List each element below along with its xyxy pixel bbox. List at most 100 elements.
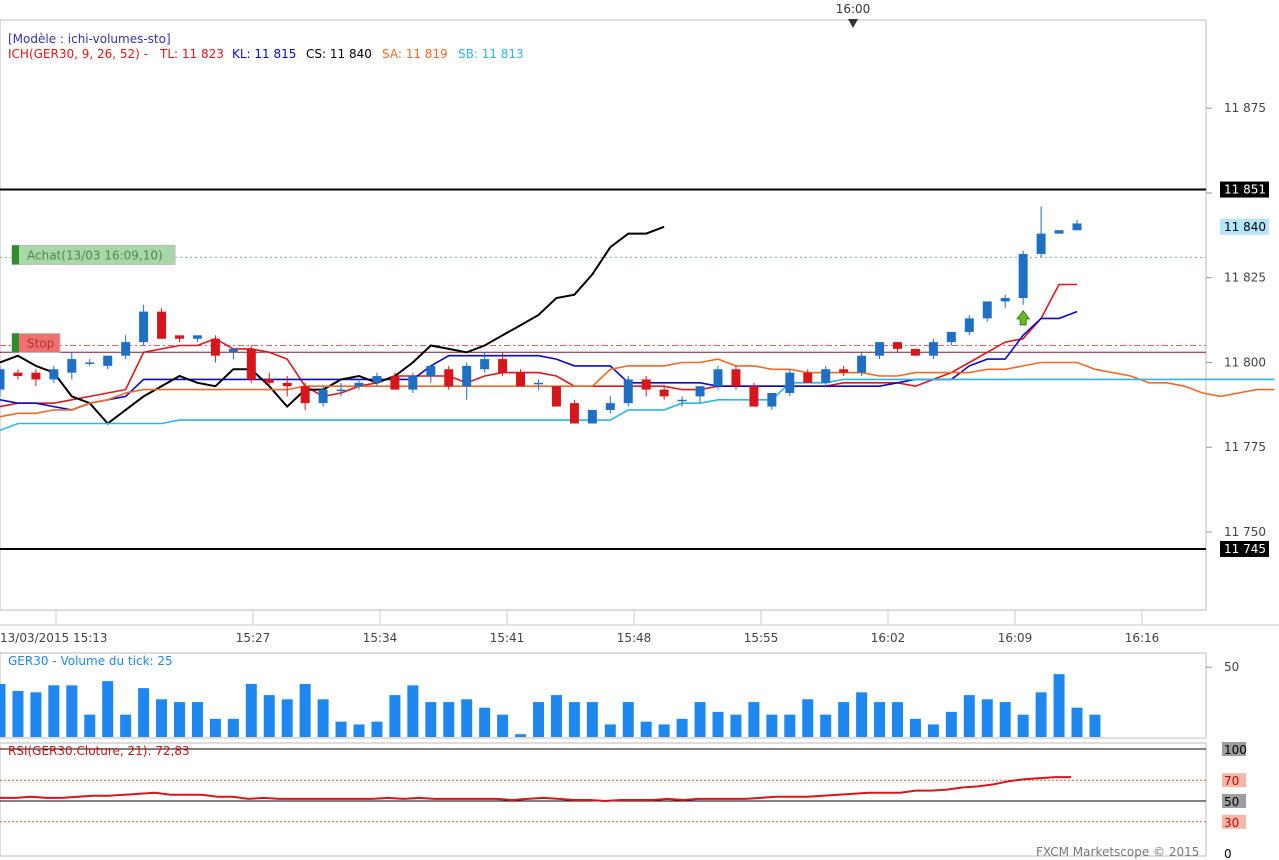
volume-bar (568, 702, 580, 737)
candle-body[interactable] (408, 376, 418, 390)
candle-body[interactable] (749, 386, 759, 407)
volume-bar (586, 702, 598, 737)
candle-body[interactable] (157, 311, 167, 339)
candle-body[interactable] (498, 359, 508, 373)
volume-bar (299, 683, 311, 737)
legend-item: SB: 11 813 (458, 47, 524, 61)
candle-body[interactable] (300, 386, 310, 404)
candle-body[interactable] (893, 342, 902, 349)
candle-body[interactable] (1000, 298, 1010, 302)
volume-bar (838, 702, 850, 737)
candle-body[interactable] (480, 359, 490, 370)
candle-body[interactable] (551, 386, 561, 407)
candle-body[interactable] (605, 403, 615, 410)
candle-body[interactable] (49, 369, 59, 380)
candle-body[interactable] (964, 318, 974, 332)
candle-body[interactable] (85, 362, 95, 364)
candle-body[interactable] (246, 348, 256, 380)
candle-body[interactable] (641, 379, 651, 390)
candle-body[interactable] (982, 301, 992, 319)
candle-body[interactable] (192, 335, 202, 339)
volume-bar (1053, 674, 1065, 737)
volume-bar (497, 714, 509, 737)
candle-body[interactable] (121, 342, 131, 356)
candle-body[interactable] (1054, 230, 1064, 234)
volume-panel[interactable]: 50 (0, 652, 1239, 739)
candle-body[interactable] (677, 399, 687, 402)
candle-body[interactable] (175, 335, 184, 339)
candle-body[interactable] (857, 355, 867, 373)
candle-body[interactable] (928, 342, 938, 356)
candle-body[interactable] (946, 331, 956, 343)
rsi-tick-label: 30 (1224, 816, 1239, 830)
candle-body[interactable] (444, 369, 454, 387)
candle-body[interactable] (67, 359, 77, 373)
candle-body[interactable] (210, 338, 220, 356)
rsi-panel[interactable]: 100 70 50 30 0 (0, 742, 1247, 860)
level-label-bg (1220, 540, 1269, 557)
rsi-tick-bg (1222, 773, 1246, 788)
volume-bar (353, 724, 365, 737)
candle-body[interactable] (713, 369, 723, 387)
candle-body[interactable] (875, 342, 885, 356)
volume-bar (802, 699, 814, 737)
time-marker-triangle-icon (848, 19, 858, 28)
candle-body[interactable] (282, 382, 292, 387)
candle-body[interactable] (785, 372, 795, 393)
volume-bar (658, 724, 670, 737)
candle-body[interactable] (336, 389, 346, 392)
candle-body[interactable] (264, 379, 274, 383)
volume-bar (515, 734, 527, 737)
candle-body[interactable] (426, 365, 436, 377)
candle-body[interactable] (767, 392, 777, 407)
candle-body[interactable] (1036, 233, 1046, 254)
candle-body[interactable] (803, 372, 813, 383)
candle-body[interactable] (103, 355, 113, 366)
legend-item: SA: 11 819 (382, 47, 448, 61)
candle-body[interactable] (1072, 223, 1082, 231)
x-tick-label: 15:34 (363, 631, 398, 645)
candle-body[interactable] (228, 348, 238, 353)
candle-body[interactable] (390, 376, 400, 390)
candle-body[interactable] (910, 348, 920, 356)
volume-tick-label: 50 (1224, 660, 1239, 674)
candle-body[interactable] (731, 369, 741, 387)
series-line-kl (0, 310, 1078, 411)
candle-body[interactable] (695, 386, 705, 397)
candle-body[interactable] (354, 382, 364, 387)
x-tick-label: 16:09 (998, 631, 1033, 645)
volume-bar (550, 695, 562, 737)
candle-body[interactable] (534, 382, 543, 385)
candle-body[interactable] (516, 372, 526, 387)
volume-bar (909, 718, 921, 737)
candle-body[interactable] (0, 369, 5, 390)
volume-bar (1071, 707, 1083, 737)
candle-body[interactable] (462, 365, 472, 387)
candle-body[interactable] (13, 372, 23, 377)
candle-body[interactable] (31, 372, 41, 380)
time-marker-label: 16:00 (836, 2, 871, 16)
rsi-tick-label: 50 (1224, 795, 1239, 809)
volume-bar (102, 681, 114, 737)
level-label: 11 840 (1224, 220, 1266, 234)
order-tag-handle (12, 245, 19, 265)
candle-body[interactable] (587, 409, 597, 424)
x-tick-label: 15:27 (236, 631, 271, 645)
candle-body[interactable] (139, 311, 149, 343)
price-panel-frame (0, 19, 1207, 611)
candle-body[interactable] (623, 379, 633, 404)
volume-bar (892, 702, 903, 737)
candle-body[interactable] (372, 376, 382, 383)
x-tick-label: 13/03/2015 15:13 (0, 631, 108, 645)
candle-body[interactable] (821, 369, 831, 383)
y-tick-label: 11 800 (1224, 355, 1266, 369)
candle-body[interactable] (659, 389, 669, 397)
candle-body[interactable] (1018, 253, 1028, 299)
candle-body[interactable] (318, 389, 328, 404)
candle-body[interactable] (569, 403, 579, 424)
candle-body[interactable] (839, 369, 849, 373)
x-axis: 13/03/2015 15:13 15:27 15:34 15:41 15:48 15:5… (0, 19, 1279, 645)
rsi-tick-bg (1222, 742, 1246, 756)
